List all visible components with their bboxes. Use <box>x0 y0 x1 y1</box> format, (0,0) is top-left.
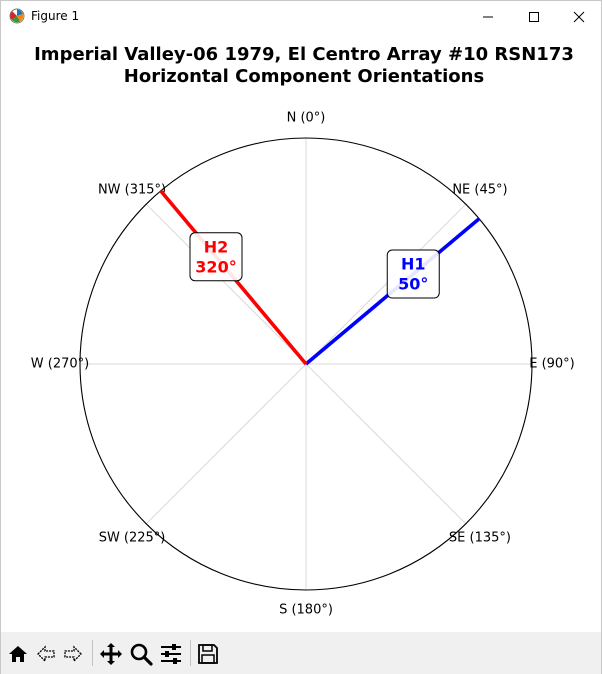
maximize-button[interactable] <box>511 1 557 32</box>
direction-labels: N (0°) NE (45°) E (90°) SE (135°) S (180°) SW… <box>31 111 575 618</box>
close-button[interactable] <box>556 1 602 32</box>
minimize-icon <box>483 16 493 17</box>
component-label-box <box>386 249 440 299</box>
save-icon <box>198 644 218 664</box>
pan-button[interactable] <box>97 640 125 668</box>
component-label-box <box>189 232 243 282</box>
toolbar-separator <box>92 640 93 666</box>
plot-title-line-1: Imperial Valley-06 1979, El Centro Array… <box>34 44 574 65</box>
window-title: Figure 1 <box>31 9 80 23</box>
component-angle: 50° <box>398 275 428 294</box>
figure-canvas[interactable]: Imperial Valley-06 1979, El Centro Array… <box>1 32 601 632</box>
home-icon <box>9 646 27 662</box>
save-button[interactable] <box>194 640 222 668</box>
direction-label: S (180°) <box>279 603 333 618</box>
direction-label: W (270°) <box>31 357 89 372</box>
toolbar-separator <box>190 640 191 666</box>
polar-circle <box>79 137 533 591</box>
configure-subplots-icon <box>161 644 181 664</box>
reference-line <box>305 363 467 525</box>
forward-icon <box>64 645 82 663</box>
reference-line <box>145 203 307 365</box>
component-angle: 320° <box>195 257 236 276</box>
zoom-icon <box>130 643 153 666</box>
direction-label: E (90°) <box>529 357 575 372</box>
zoom-button[interactable] <box>127 640 155 668</box>
reference-line <box>145 363 307 525</box>
plot-title: Imperial Valley-06 1979, El Centro Array… <box>1 44 602 88</box>
matplotlib-icon <box>9 8 25 24</box>
back-icon <box>37 645 55 663</box>
direction-label: NE (45°) <box>452 183 507 198</box>
navigation-toolbar <box>1 632 601 674</box>
direction-label: N (0°) <box>287 111 326 126</box>
pan-icon <box>100 643 122 665</box>
configure-subplots-button[interactable] <box>157 640 185 668</box>
home-button[interactable] <box>4 640 32 668</box>
component-name: H1 <box>401 255 426 274</box>
back-button[interactable] <box>32 640 60 668</box>
component-name: H2 <box>204 237 229 256</box>
forward-button[interactable] <box>59 640 87 668</box>
direction-label: SW (225°) <box>99 530 166 545</box>
plot-title-line-2: Horizontal Component Orientations <box>123 66 485 87</box>
close-icon <box>573 11 585 22</box>
polar-plot[interactable]: N (0°) NE (45°) E (90°) SE (135°) S (180°) SW… <box>1 32 601 632</box>
reference-lines <box>80 138 532 590</box>
direction-label: NW (315°) <box>98 183 166 198</box>
reference-line <box>305 203 467 365</box>
minimize-button[interactable] <box>465 1 511 32</box>
direction-label: SE (135°) <box>449 530 511 545</box>
title-bar: Figure 1 <box>1 1 601 32</box>
maximize-icon <box>529 11 539 22</box>
